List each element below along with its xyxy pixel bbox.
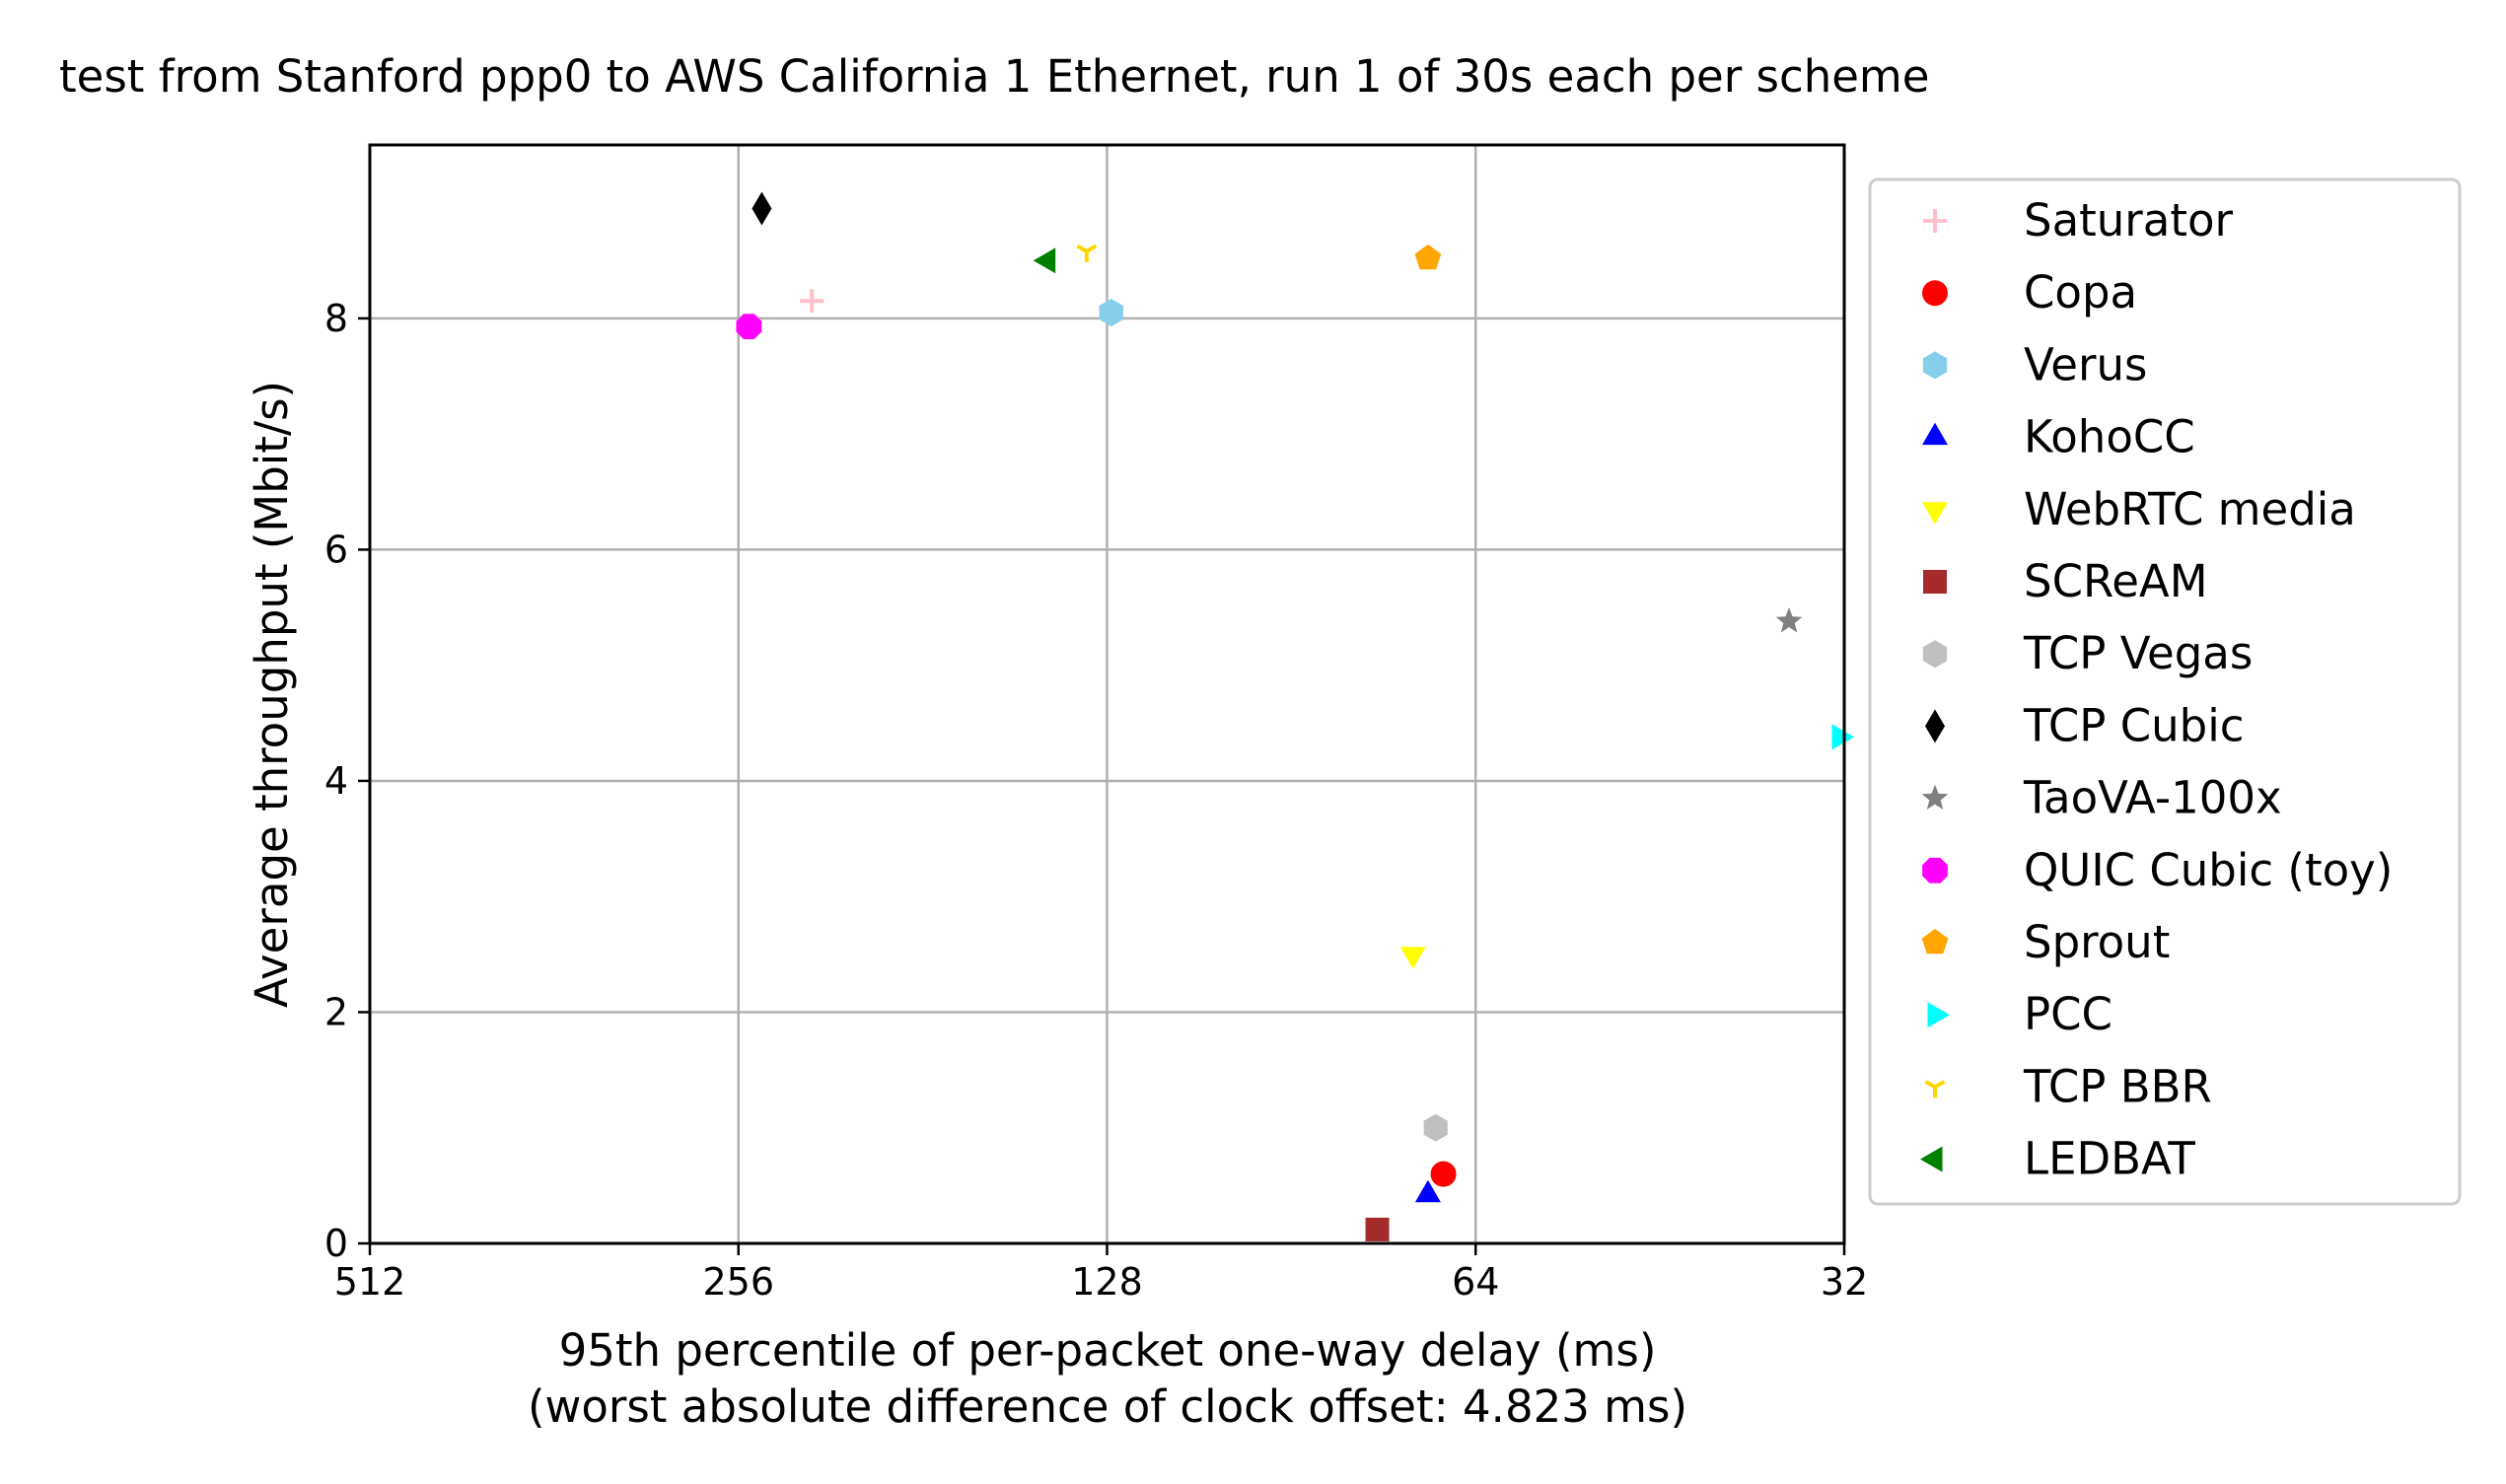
legend-label-quic-cubic-toy: QUIC Cubic (toy)	[2024, 844, 2393, 896]
legend-marker-copa	[1922, 280, 1948, 307]
legend-label-taova-100x: TaoVA-100x	[2023, 772, 2282, 824]
point-sprout	[1414, 244, 1442, 270]
legend-label-tcp-vegas: TCP Vegas	[2023, 627, 2253, 679]
legend-label-ledbat: LEDBAT	[2024, 1133, 2195, 1185]
legend-marker-pcc	[1927, 1002, 1950, 1028]
legend-label-verus: Verus	[2024, 338, 2147, 390]
x-axis-ticks: 512 256 128 64 32	[334, 1243, 1868, 1304]
point-saturator	[800, 289, 824, 314]
x-tick-label: 512	[334, 1260, 406, 1304]
point-ledbat	[1033, 247, 1056, 274]
x-tick-label: 128	[1071, 1260, 1143, 1304]
legend-label-kohocc: KohoCC	[2024, 411, 2195, 463]
legend-marker-tcp-cubic	[1925, 709, 1945, 743]
y-tick-label: 6	[324, 528, 348, 571]
y-tick-label: 2	[324, 990, 348, 1033]
legend: Saturator Copa Verus KohoCC WebRTC media SCRe…	[1868, 177, 2462, 1206]
legend-marker-quic-cubic-toy	[1922, 857, 1948, 883]
data-points	[736, 191, 1854, 1241]
y-axis-label: Average throughput (Mbit/s)	[246, 381, 298, 1008]
y-tick-label: 8	[324, 297, 348, 340]
x-tick-label: 64	[1452, 1260, 1499, 1304]
x-axis-label: 95th percentile of per-packet one-way de…	[559, 1324, 1657, 1377]
legend-marker-tcp-bbr	[1924, 1080, 1946, 1098]
y-axis-ticks: 0 2 4 6 8	[324, 297, 370, 1265]
x-tick-label: 32	[1821, 1260, 1868, 1304]
legend-marker-taova-100x	[1921, 784, 1949, 810]
legend-label-tcp-cubic: TCP Cubic	[2023, 699, 2244, 751]
chart-title: test from Stanford ppp0 to AWS Californi…	[59, 50, 1929, 103]
legend-marker-ledbat	[1920, 1146, 1943, 1172]
legend-label-saturator: Saturator	[2024, 194, 2234, 247]
point-copa	[1430, 1161, 1457, 1187]
legend-label-tcp-bbr: TCP BBR	[2023, 1060, 2212, 1112]
point-tcp-cubic	[752, 191, 772, 226]
point-quic-cubic-toy	[736, 314, 762, 339]
legend-label-copa: Copa	[2024, 266, 2137, 318]
point-taova-100x	[1775, 607, 1803, 633]
point-tcp-vegas	[1423, 1113, 1448, 1142]
legend-label-pcc: PCC	[2024, 988, 2112, 1040]
legend-label-scream: SCReAM	[2024, 555, 2208, 607]
legend-marker-sprout	[1921, 929, 1949, 954]
legend-marker-tcp-vegas	[1922, 640, 1948, 669]
legend-marker-webrtc-media	[1922, 502, 1948, 525]
y-tick-label: 4	[324, 759, 348, 803]
point-webrtc-media	[1399, 947, 1426, 969]
point-tcp-bbr	[1076, 244, 1098, 262]
legend-marker-verus	[1922, 351, 1948, 380]
legend-marker-scream	[1923, 570, 1947, 594]
point-kohocc	[1414, 1179, 1441, 1203]
legend-label-webrtc-media: WebRTC media	[2024, 483, 2356, 535]
x-tick-label: 256	[702, 1260, 774, 1304]
y-tick-label: 0	[324, 1222, 348, 1265]
x-axis-label-note: (worst absolute difference of clock offs…	[528, 1380, 1687, 1433]
point-scream	[1365, 1217, 1390, 1241]
point-verus	[1099, 299, 1123, 326]
legend-marker-saturator	[1923, 209, 1947, 233]
legend-label-sprout: Sprout	[2024, 916, 2170, 968]
legend-frame	[1868, 177, 2462, 1206]
legend-marker-kohocc	[1922, 422, 1948, 446]
